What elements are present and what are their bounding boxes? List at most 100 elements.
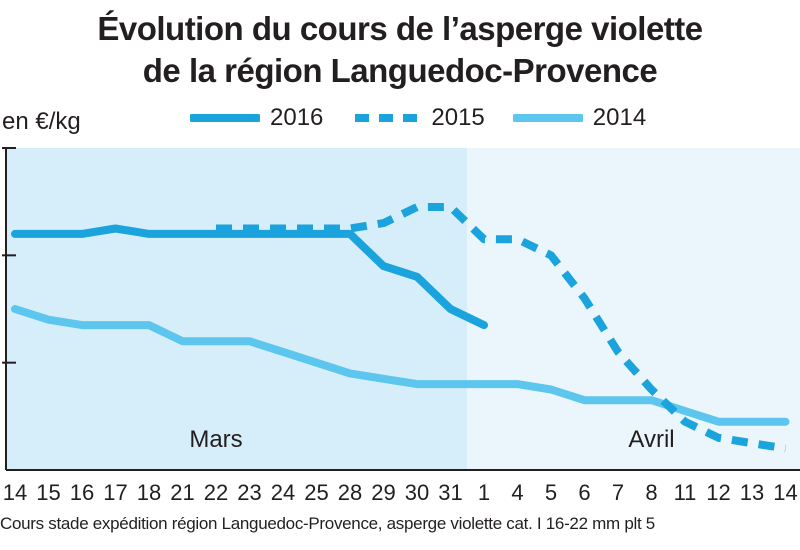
x-tick-label: 16 xyxy=(70,480,94,505)
footnote: Cours stade expédition région Languedoc-… xyxy=(0,514,655,533)
chart-title-line-1: Évolution du cours de l’asperge violette xyxy=(97,10,703,47)
data-point-2016 xyxy=(15,233,16,234)
x-tick-label: 6 xyxy=(578,480,590,505)
x-tick-label: 21 xyxy=(170,480,194,505)
data-point-2014 xyxy=(517,384,518,385)
x-tick-label: 8 xyxy=(645,480,657,505)
x-tick-label: 17 xyxy=(103,480,127,505)
month-label-march: Mars xyxy=(189,426,242,453)
x-tick-label: 14 xyxy=(773,480,797,505)
y-axis-unit-label: en €/kg xyxy=(2,108,81,135)
data-point-2016 xyxy=(283,233,284,234)
data-point-2014 xyxy=(685,410,686,411)
data-point-2016 xyxy=(484,325,485,326)
data-point-2015 xyxy=(249,228,250,229)
data-point-2014 xyxy=(584,400,585,401)
data-point-2015 xyxy=(417,207,418,208)
x-tick-label: 14 xyxy=(3,480,27,505)
data-point-2016 xyxy=(316,233,317,234)
data-point-2014 xyxy=(316,362,317,363)
data-point-2014 xyxy=(618,400,619,401)
legend-label-2014: 2014 xyxy=(592,104,647,131)
x-tick-label: 25 xyxy=(304,480,328,505)
march-background xyxy=(6,148,468,470)
data-point-2016 xyxy=(350,233,351,234)
data-point-2016 xyxy=(182,233,183,234)
data-point-2014 xyxy=(450,384,451,385)
data-point-2015 xyxy=(551,255,552,256)
data-point-2015 xyxy=(316,228,317,229)
data-point-2015 xyxy=(618,351,619,352)
legend-swatch-2014 xyxy=(512,114,583,122)
data-point-2015 xyxy=(685,421,686,422)
legend-item-2016: 2016 xyxy=(190,104,323,132)
data-point-2015 xyxy=(517,239,518,240)
data-point-2015 xyxy=(752,443,753,444)
month-label-april: Avril xyxy=(628,426,674,453)
legend-swatch-2015 xyxy=(355,114,420,122)
legend-swatch-2016 xyxy=(190,114,260,122)
data-point-2014 xyxy=(651,400,652,401)
data-point-2016 xyxy=(450,309,451,310)
x-tick-label: 12 xyxy=(706,480,730,505)
data-point-2014 xyxy=(216,341,217,342)
data-point-2014 xyxy=(484,384,485,385)
data-point-2014 xyxy=(82,325,83,326)
x-tick-label: 11 xyxy=(674,480,697,505)
legend: 2016 2015 2014 xyxy=(190,104,674,132)
april-background xyxy=(467,148,800,470)
x-tick-label: 31 xyxy=(438,480,462,505)
data-point-2015 xyxy=(584,298,585,299)
data-point-2014 xyxy=(149,325,150,326)
legend-label-2015: 2015 xyxy=(431,104,485,131)
legend-label-2016: 2016 xyxy=(270,104,324,131)
data-point-2014 xyxy=(718,421,719,422)
data-point-2015 xyxy=(651,389,652,390)
data-point-2016 xyxy=(149,233,150,234)
data-point-2014 xyxy=(15,309,16,310)
data-point-2015 xyxy=(383,223,384,224)
data-point-2016 xyxy=(383,266,384,267)
x-tick-label: 22 xyxy=(204,480,228,505)
data-point-2014 xyxy=(417,384,418,385)
data-point-2015 xyxy=(216,228,217,229)
x-tick-label: 18 xyxy=(137,480,161,505)
data-point-2014 xyxy=(48,319,49,320)
x-tick-label: 4 xyxy=(511,480,523,505)
data-point-2016 xyxy=(48,233,49,234)
x-tick-label: 15 xyxy=(36,480,60,505)
data-point-2015 xyxy=(484,239,485,240)
x-tick-label: 5 xyxy=(545,480,557,505)
chart-title-line-2: de la région Languedoc-Provence xyxy=(142,52,658,89)
data-point-2014 xyxy=(350,373,351,374)
data-point-2016 xyxy=(216,233,217,234)
legend-item-2014: 2014 xyxy=(512,104,647,132)
data-point-2016 xyxy=(249,233,250,234)
data-point-2014 xyxy=(785,421,786,422)
x-tick-label: 7 xyxy=(612,480,624,505)
data-point-2016 xyxy=(82,233,83,234)
data-point-2014 xyxy=(551,389,552,390)
data-point-2015 xyxy=(350,228,351,229)
data-point-2015 xyxy=(785,448,786,449)
data-point-2015 xyxy=(283,228,284,229)
series-line-2015 xyxy=(216,203,787,453)
data-point-2016 xyxy=(417,276,418,277)
data-point-2016 xyxy=(115,228,116,229)
series-line-2016 xyxy=(11,224,488,330)
data-point-2014 xyxy=(249,341,250,342)
data-point-2014 xyxy=(115,325,116,326)
x-tick-label: 13 xyxy=(740,480,764,505)
data-point-2014 xyxy=(283,351,284,352)
legend-item-2015: 2015 xyxy=(351,104,485,132)
x-tick-label: 1 xyxy=(478,480,490,505)
data-point-2014 xyxy=(182,341,183,342)
chart-title: Évolution du cours de l’asperge violette… xyxy=(0,8,800,92)
data-point-2014 xyxy=(752,421,753,422)
x-tick-label: 23 xyxy=(237,480,261,505)
data-point-2015 xyxy=(450,207,451,208)
x-tick-label: 29 xyxy=(371,480,395,505)
data-point-2015 xyxy=(718,437,719,438)
x-tick-label: 30 xyxy=(405,480,429,505)
